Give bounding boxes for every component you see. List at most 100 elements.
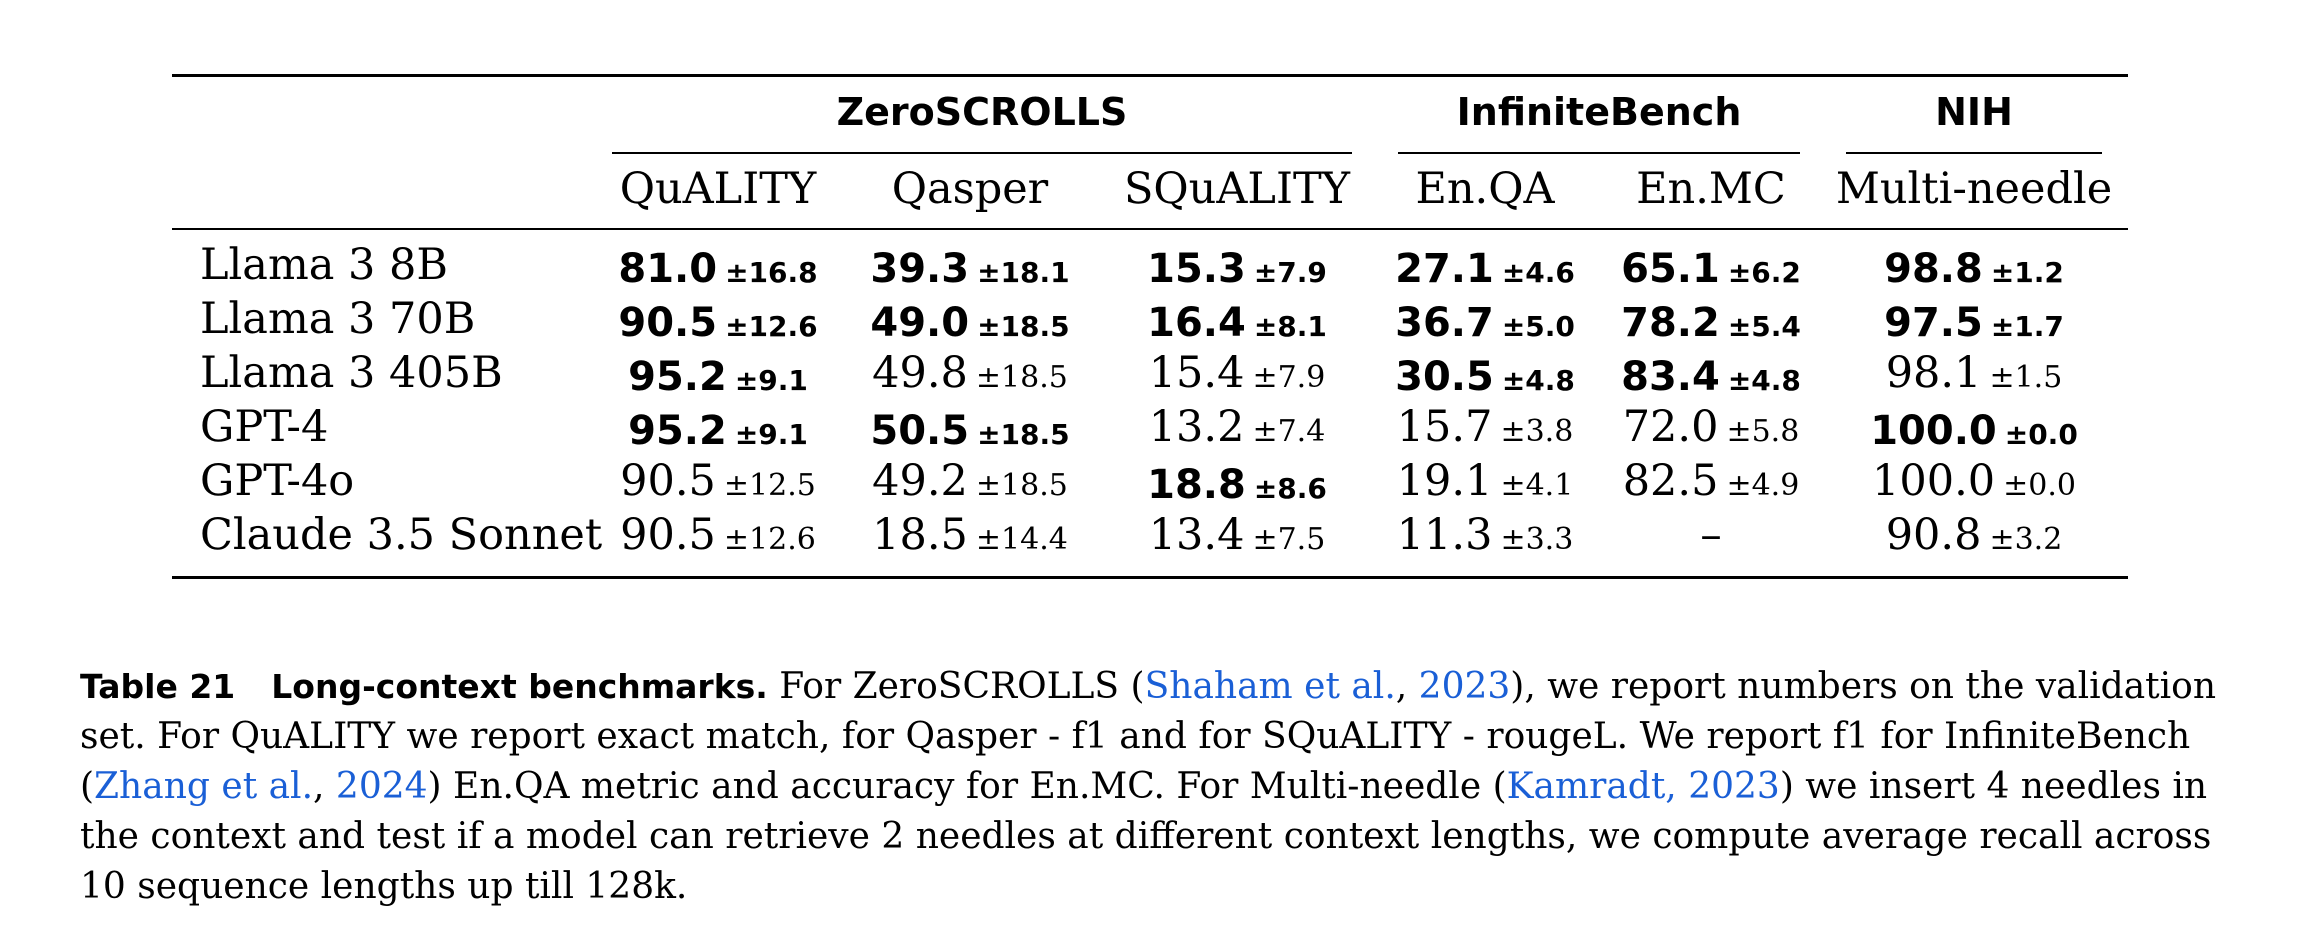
cell-mean: 15.4	[1148, 348, 1245, 398]
cell-std: ±3.3	[1500, 522, 1574, 557]
cell-std: ±7.9	[1252, 360, 1326, 395]
caption-text-2: ), we report numbers on the validation s…	[80, 666, 2217, 807]
table-bottom-rule	[172, 576, 2128, 579]
cell-std: ±4.8	[1501, 364, 1575, 397]
column-header-qasper: Qasper	[891, 164, 1049, 214]
cell-std: ±16.8	[725, 256, 818, 289]
cell-mean: 100.0	[1872, 456, 1996, 506]
cell-mean: 18.5	[872, 510, 968, 560]
cell-mean: 78.2	[1621, 300, 1720, 346]
cell-std: ±3.2	[1989, 522, 2063, 557]
cell-std: ±7.5	[1252, 522, 1326, 557]
cell-std: ±1.7	[1990, 310, 2064, 343]
table-cell: 13.2 ±7.4	[1112, 402, 1362, 452]
table-cell: 39.3 ±18.1	[845, 243, 1095, 293]
model-name: Llama 3 8B	[200, 240, 449, 290]
cell-std: ±8.1	[1253, 310, 1327, 343]
cell-mean: 19.1	[1396, 456, 1493, 506]
cell-mean: 95.2	[628, 354, 727, 400]
cell-mean: 36.7	[1395, 300, 1494, 346]
cell-mean: 95.2	[628, 408, 727, 454]
citation-link-zhang-authors[interactable]: Zhang et al.	[94, 766, 314, 807]
caption-text-4: ) we insert 4 needles in the context and…	[80, 766, 2212, 907]
header-bottom-rule	[172, 228, 2128, 230]
cell-std: ±0.0	[2003, 468, 2076, 503]
table-cell: 90.8 ±3.2	[1849, 510, 2099, 560]
table-caption: Table 21 Long-context benchmarks. For Zer…	[80, 662, 2240, 912]
cell-std: ±14.4	[975, 522, 1068, 557]
caption-citation-separator-1: ,	[1395, 666, 1419, 707]
table-cell: 49.0 ±18.5	[845, 297, 1095, 347]
caption-text-3: ) En.QA metric and accuracy for En.MC. F…	[427, 766, 1507, 807]
cell-mean: 90.5	[618, 300, 718, 346]
table-cell: 18.8 ±8.6	[1112, 459, 1362, 509]
column-header-multi-needle: Multi-needle	[1835, 164, 2113, 214]
cell-mean: 39.3	[870, 246, 970, 292]
cell-mean: 13.4	[1148, 510, 1245, 560]
cell-mean: 49.8	[872, 348, 968, 398]
cell-mean: 98.1	[1885, 348, 1982, 398]
cell-std: ±12.6	[723, 522, 816, 557]
cell-mean: 90.5	[620, 456, 716, 506]
cell-mean: 90.8	[1885, 510, 1982, 560]
caption-title: Long-context benchmarks.	[271, 667, 768, 706]
model-name: Claude 3.5 Sonnet	[200, 510, 603, 560]
table-cell: 97.5 ±1.7	[1849, 297, 2099, 347]
cell-mean: 27.1	[1395, 246, 1494, 292]
cell-mean: 90.5	[620, 510, 716, 560]
cell-std: ±0.0	[2004, 418, 2078, 451]
table-cell: 90.5 ±12.6	[593, 297, 843, 347]
table-cell: 78.2 ±5.4	[1586, 297, 1836, 347]
cell-std: ±1.2	[1990, 256, 2064, 289]
cell-std: ±8.6	[1253, 472, 1327, 505]
caption-text-1: For ZeroSCROLLS (	[767, 666, 1145, 707]
cell-std: ±9.1	[734, 418, 808, 451]
cell-std: ±18.5	[977, 310, 1070, 343]
table-cell: 49.2 ±18.5	[845, 456, 1095, 506]
group-rule-nih	[1846, 152, 2102, 154]
table-cell: 98.8 ±1.2	[1849, 243, 2099, 293]
cell-std: ±18.5	[975, 468, 1068, 503]
cell-mean: 81.0	[618, 246, 718, 292]
cell-mean: 13.2	[1148, 402, 1245, 452]
caption-citation-separator-2: ,	[313, 766, 336, 807]
table-cell: 11.3 ±3.3	[1360, 510, 1610, 560]
group-header-nih: NIH	[1935, 90, 2013, 134]
cell-mean: 72.0	[1622, 402, 1719, 452]
cell-mean: 16.4	[1147, 300, 1246, 346]
citation-link-shaham-authors[interactable]: Shaham et al.	[1144, 666, 1396, 707]
citation-link-zhang-year[interactable]: 2024	[335, 766, 428, 807]
cell-std: ±12.5	[723, 468, 816, 503]
cell-mean: 49.0	[870, 300, 970, 346]
cell-mean: 98.8	[1884, 246, 1983, 292]
cell-std: ±4.1	[1500, 468, 1574, 503]
model-name: GPT-4o	[200, 456, 355, 506]
table-top-rule	[172, 74, 2128, 77]
column-header-squality: SQuALITY	[1123, 164, 1351, 214]
table-cell: 50.5 ±18.5	[845, 405, 1095, 455]
table-cell: 100.0 ±0.0	[1849, 405, 2099, 455]
group-header-zeroscrolls: ZeroSCROLLS	[836, 90, 1128, 134]
cell-mean: 11.3	[1396, 510, 1493, 560]
table-cell: 36.7 ±5.0	[1360, 297, 1610, 347]
table-cell: 19.1 ±4.1	[1360, 456, 1610, 506]
cell-std: ±7.4	[1252, 414, 1326, 449]
model-name: Llama 3 70B	[200, 294, 476, 344]
cell-mean: 15.3	[1147, 246, 1246, 292]
table-cell: 16.4 ±8.1	[1112, 297, 1362, 347]
cell-std: ±1.5	[1989, 360, 2063, 395]
table-cell: 65.1 ±6.2	[1586, 243, 1836, 293]
model-name: Llama 3 405B	[200, 348, 503, 398]
group-rule-infinitebench	[1398, 152, 1800, 154]
cell-mean: 82.5	[1622, 456, 1719, 506]
cell-mean: 83.4	[1621, 354, 1720, 400]
cell-std: ±5.4	[1727, 310, 1801, 343]
citation-link-kamradt[interactable]: Kamradt, 2023	[1506, 766, 1780, 807]
table-cell: 95.2 ±9.1	[593, 351, 843, 401]
cell-mean: –	[1700, 510, 1722, 560]
cell-std: ±4.6	[1501, 256, 1575, 289]
table-cell: 15.4 ±7.9	[1112, 348, 1362, 398]
table-cell: 13.4 ±7.5	[1112, 510, 1362, 560]
column-header-en-mc: En.MC	[1636, 164, 1786, 214]
citation-link-shaham-year[interactable]: 2023	[1418, 666, 1511, 707]
